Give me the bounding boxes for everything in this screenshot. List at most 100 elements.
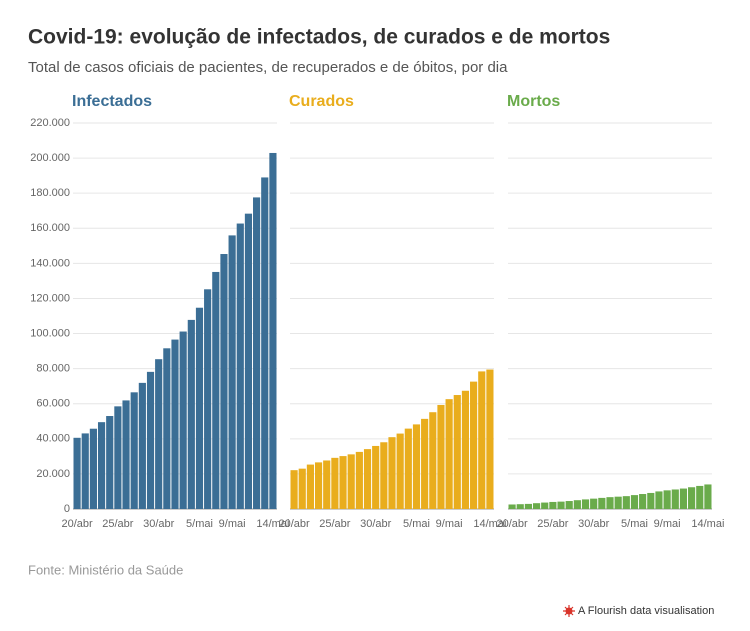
bar: [171, 339, 179, 509]
bar: [244, 213, 253, 509]
y-tick-label: 160.000: [30, 222, 70, 234]
y-tick-label: 100.000: [30, 327, 70, 339]
bar: [163, 348, 171, 509]
bar: [630, 495, 639, 509]
bar: [73, 437, 81, 509]
bar: [549, 501, 557, 509]
x-tick-label: 30/abr: [143, 518, 175, 530]
chart-title: Covid-19: evolução de infectados, de cur…: [28, 26, 610, 49]
bar: [508, 504, 516, 509]
x-tick-label: 9/mai: [436, 518, 463, 530]
bar: [671, 489, 679, 509]
bar: [453, 395, 461, 509]
panel-title: Mortos: [507, 93, 560, 110]
bar: [516, 504, 524, 509]
y-tick-label: 60.000: [36, 398, 70, 410]
x-tick-label: 14/mai: [691, 518, 724, 530]
bar: [614, 496, 622, 509]
x-tick-label: 20/abr: [496, 518, 528, 530]
bar: [598, 497, 606, 509]
bar: [557, 501, 565, 509]
bar: [97, 422, 106, 509]
bar: [380, 442, 388, 509]
bar: [306, 464, 314, 509]
bar: [565, 501, 573, 509]
x-tick-label: 14/mai: [473, 518, 506, 530]
bar: [363, 449, 372, 509]
x-tick-label: 30/abr: [578, 518, 610, 530]
bar: [81, 433, 89, 509]
bar: [347, 454, 355, 509]
bar: [486, 369, 494, 509]
bar: [314, 462, 323, 509]
panel-title: Infectados: [72, 93, 152, 110]
bar: [470, 381, 478, 509]
source: Fonte: Ministério da Saúde: [28, 562, 183, 577]
bar: [269, 152, 277, 510]
y-tick-label: 80.000: [36, 363, 70, 375]
bar: [228, 235, 236, 509]
bar: [138, 382, 146, 509]
bar: [639, 494, 647, 509]
x-tick-label: 5/mai: [186, 518, 213, 530]
y-tick-label: 0: [64, 503, 70, 515]
y-tick-label: 40.000: [36, 433, 70, 445]
credit[interactable]: A Flourish data visualisation: [578, 605, 714, 617]
bar: [655, 491, 663, 509]
bar: [532, 503, 541, 509]
bar: [704, 484, 712, 509]
bar: [122, 400, 130, 509]
bar: [606, 497, 614, 509]
bar: [146, 371, 155, 509]
y-tick-label: 140.000: [30, 257, 70, 269]
bar: [590, 498, 598, 509]
bar: [220, 254, 228, 509]
bar: [396, 433, 404, 509]
bar: [355, 451, 363, 509]
bar: [581, 499, 590, 509]
bar: [130, 392, 138, 509]
chart-subtitle: Total de casos oficiais de pacientes, de…: [28, 59, 508, 76]
x-tick-label: 25/abr: [102, 518, 134, 530]
x-tick-label: 5/mai: [403, 518, 430, 530]
x-tick-label: 30/abr: [360, 518, 392, 530]
bar: [106, 416, 114, 509]
bar: [404, 428, 412, 509]
bar: [461, 390, 470, 509]
bar: [696, 485, 704, 509]
bar: [541, 502, 549, 509]
y-tick-label: 220.000: [30, 117, 70, 129]
bar: [679, 488, 688, 509]
bar: [388, 437, 396, 509]
bar: [688, 487, 696, 509]
bar: [253, 197, 261, 509]
bar: [647, 492, 655, 509]
bar: [573, 500, 581, 509]
x-tick-label: 25/abr: [537, 518, 569, 530]
x-tick-label: 25/abr: [319, 518, 351, 530]
bar: [663, 490, 671, 509]
x-tick-label: 5/mai: [621, 518, 648, 530]
x-tick-label: 14/mai: [256, 518, 289, 530]
x-tick-label: 20/abr: [61, 518, 93, 530]
bar: [298, 468, 306, 509]
bar: [212, 271, 220, 509]
bar: [437, 404, 445, 509]
bar: [445, 399, 453, 509]
bar: [155, 359, 163, 509]
bar: [412, 424, 421, 509]
bar: [429, 412, 437, 509]
y-tick-label: 120.000: [30, 292, 70, 304]
bar: [478, 371, 486, 509]
y-tick-label: 200.000: [30, 152, 70, 164]
bar: [331, 457, 339, 509]
y-tick-label: 180.000: [30, 187, 70, 199]
x-tick-label: 20/abr: [278, 518, 310, 530]
bar: [261, 177, 269, 509]
bar: [323, 460, 331, 509]
bar: [236, 223, 244, 509]
bar: [179, 331, 187, 509]
panel-title: Curados: [289, 93, 354, 110]
bar: [204, 289, 212, 509]
